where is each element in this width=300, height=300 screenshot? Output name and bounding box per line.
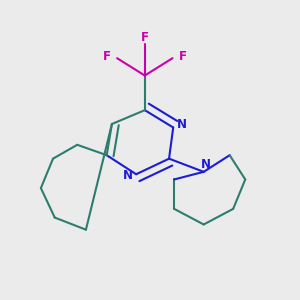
Text: N: N	[177, 118, 187, 131]
Text: F: F	[103, 50, 111, 63]
Text: N: N	[122, 169, 133, 182]
Text: N: N	[200, 158, 210, 171]
Text: F: F	[179, 50, 187, 63]
Text: F: F	[141, 31, 149, 44]
